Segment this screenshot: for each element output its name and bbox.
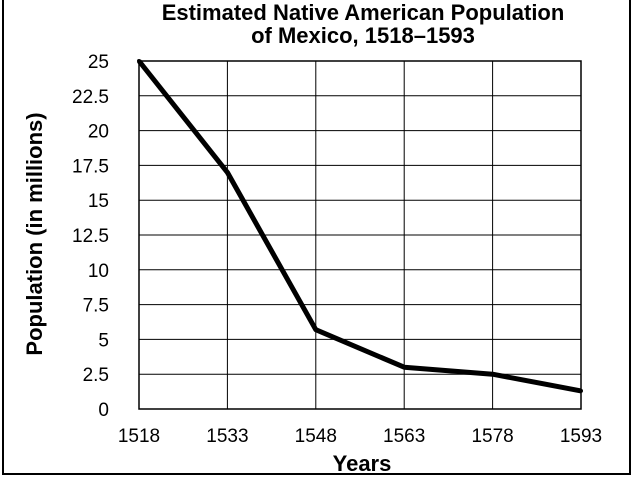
data-point xyxy=(402,365,407,370)
y-axis-label: Population (in millions) xyxy=(22,112,47,355)
x-axis-label: Years xyxy=(333,451,392,476)
chart-title-line-1: Estimated Native American Population xyxy=(162,0,565,25)
y-axis-ticks: 25 22.5 20 17.5 15 12.5 10 7.5 5 2.5 0 xyxy=(72,52,109,421)
data-point xyxy=(313,327,318,332)
y-tick-label: 5 xyxy=(98,330,109,351)
x-tick-label: 1563 xyxy=(383,426,425,447)
x-tick-label: 1518 xyxy=(118,426,160,447)
y-tick-label: 25 xyxy=(88,52,109,73)
grid xyxy=(138,60,582,410)
data-points xyxy=(137,59,583,393)
data-point xyxy=(225,170,230,175)
y-tick-label: 15 xyxy=(88,191,109,212)
x-tick-label: 1533 xyxy=(206,426,248,447)
x-tick-label: 1593 xyxy=(560,426,602,447)
y-tick-label: 0 xyxy=(98,400,109,421)
y-tick-label: 2.5 xyxy=(83,365,109,386)
y-tick-label: 10 xyxy=(88,261,109,282)
y-tick-label: 7.5 xyxy=(83,296,109,317)
data-point xyxy=(490,372,495,377)
series-line xyxy=(137,59,582,394)
y-tick-label: 12.5 xyxy=(72,226,109,247)
plot-area-border xyxy=(138,60,582,410)
y-tick-label: 22.5 xyxy=(72,87,109,108)
data-point xyxy=(137,59,141,63)
y-tick-label: 20 xyxy=(88,122,109,143)
chart-title-line-2: of Mexico, 1518–1593 xyxy=(251,23,475,48)
x-tick-label: 1578 xyxy=(471,426,513,447)
x-axis-ticks: 1518 1533 1548 1563 1578 1593 xyxy=(118,426,602,447)
chart-frame xyxy=(2,0,631,475)
y-tick-label: 17.5 xyxy=(72,156,109,177)
x-tick-label: 1548 xyxy=(295,426,337,447)
data-point xyxy=(579,388,583,393)
